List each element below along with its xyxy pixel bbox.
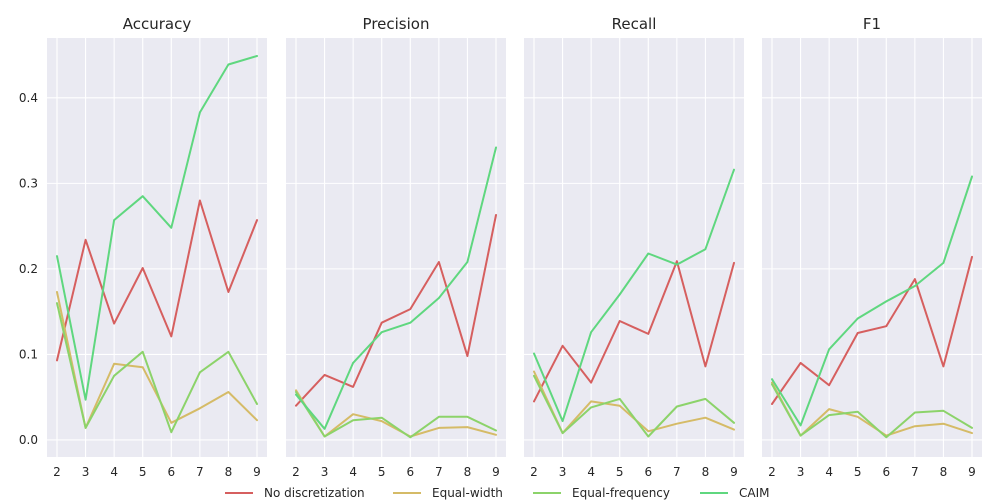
- series-line-equal-frequency: [533, 374, 735, 438]
- x-tick-label: 9: [968, 465, 976, 479]
- panel-0: Accuracy 2 3 4 5 6 7 8 9 0.0 0.1 0.2 0.3 0.4: [19, 15, 267, 479]
- y-tick-label: 0.1: [19, 347, 38, 361]
- panel-title: Precision: [363, 15, 430, 33]
- series-line-no-discretization: [295, 214, 497, 407]
- y-tick-label: 0.3: [19, 176, 38, 190]
- x-tick-label: 4: [825, 465, 833, 479]
- series-line-equal-frequency: [56, 302, 258, 434]
- x-tick-label: 7: [435, 465, 443, 479]
- y-tick-label: 0.4: [19, 91, 38, 105]
- legend-label: Equal-width: [432, 486, 503, 500]
- series-line-equal-frequency: [771, 383, 973, 439]
- plot-background: [286, 38, 506, 457]
- legend-label: Equal-frequency: [572, 486, 670, 500]
- x-tick-label: 5: [616, 465, 624, 479]
- x-tick-label: 5: [378, 465, 386, 479]
- x-tick-label: 9: [253, 465, 261, 479]
- panel-2: Recall 2 3 4 5 6 7 8 9: [524, 15, 744, 479]
- x-tick-label: 4: [110, 465, 118, 479]
- x-tick-label: 8: [702, 465, 710, 479]
- x-tick-label: 8: [225, 465, 233, 479]
- series-line-caim: [56, 55, 258, 401]
- y-tick-label: 0.2: [19, 262, 38, 276]
- x-tick-label: 6: [167, 465, 175, 479]
- x-tick-label: 6: [644, 465, 652, 479]
- x-tick-label: 4: [587, 465, 595, 479]
- x-tick-label: 9: [492, 465, 500, 479]
- x-tick-label: 6: [406, 465, 414, 479]
- x-tick-label: 3: [797, 465, 805, 479]
- x-tick-label: 3: [82, 465, 90, 479]
- x-tick-label: 5: [139, 465, 147, 479]
- legend: No discretization Equal-width Equal-freque…: [225, 486, 769, 500]
- x-tick-label: 6: [882, 465, 890, 479]
- series-line-equal-frequency: [295, 391, 497, 439]
- x-tick-label: 5: [854, 465, 862, 479]
- x-tick-label: 3: [559, 465, 567, 479]
- series-line-no-discretization: [771, 255, 973, 405]
- series-line-no-discretization: [56, 199, 258, 362]
- x-tick-label: 4: [349, 465, 357, 479]
- y-tick-label: 0.0: [19, 433, 38, 447]
- x-tick-label: 2: [53, 465, 61, 479]
- x-tick-label: 7: [673, 465, 681, 479]
- panel-title: Recall: [612, 15, 657, 33]
- panel-3: F1 2 3 4 5 6 7 8 9: [762, 15, 982, 479]
- panel-title: Accuracy: [123, 15, 192, 33]
- series-line-caim: [533, 168, 735, 423]
- series-line-caim: [771, 175, 973, 427]
- x-tick-label: 8: [940, 465, 948, 479]
- x-tick-label: 2: [530, 465, 538, 479]
- x-tick-label: 8: [464, 465, 472, 479]
- x-tick-label: 2: [292, 465, 300, 479]
- plot-background: [762, 38, 982, 457]
- plot-background: [524, 38, 744, 457]
- series-line-caim: [295, 146, 497, 430]
- panel-title: F1: [863, 15, 881, 33]
- panel-1: Precision 2 3 4 5 6 7 8 9: [286, 15, 506, 479]
- x-tick-label: 9: [730, 465, 738, 479]
- x-tick-label: 3: [321, 465, 329, 479]
- x-tick-label: 2: [768, 465, 776, 479]
- legend-label: No discretization: [264, 486, 365, 500]
- series-line-no-discretization: [533, 260, 735, 403]
- legend-label: CAIM: [739, 486, 769, 500]
- x-tick-label: 7: [911, 465, 919, 479]
- x-tick-label: 7: [196, 465, 204, 479]
